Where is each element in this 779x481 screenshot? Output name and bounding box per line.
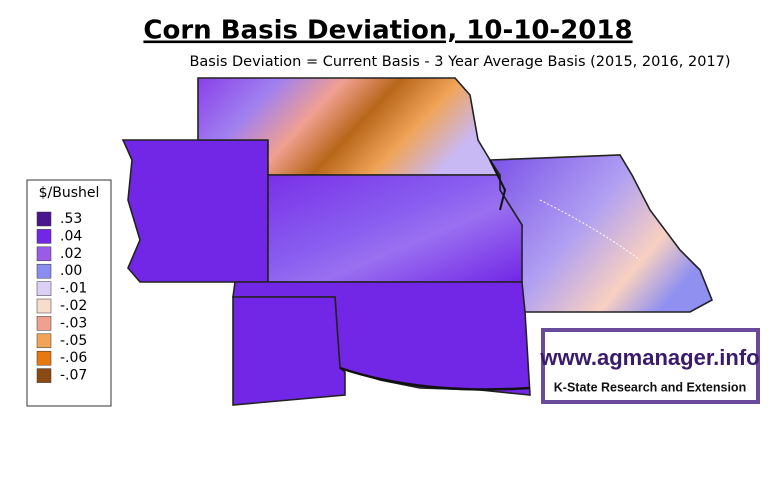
- legend-label: -.05: [60, 333, 87, 349]
- legend-swatch: [36, 281, 52, 296]
- colorado: [121, 139, 269, 283]
- legend-label: .02: [60, 246, 82, 262]
- legend-swatch: [36, 263, 52, 279]
- logo: www.agmanager.info K-State Research and …: [539, 328, 760, 404]
- river: [539, 199, 641, 261]
- legend-label: .53: [60, 211, 82, 227]
- legend-swatch: [36, 350, 52, 366]
- legend-swatch: [36, 211, 52, 227]
- river: [339, 366, 531, 391]
- title: Corn Basis Deviation, 10-10-2018: [143, 16, 632, 46]
- legend-label: .04: [60, 228, 82, 244]
- subtitle: Basis Deviation = Current Basis - 3 Year…: [189, 54, 730, 70]
- legend-swatch: [36, 368, 52, 383]
- logo-box: [541, 328, 760, 404]
- legend-swatch: [36, 298, 52, 314]
- legend-title: $/Bushel: [39, 185, 100, 201]
- legend-label: -.01: [60, 281, 87, 297]
- logo-url: www.agmanager.info: [539, 345, 759, 370]
- legend-swatch: [36, 316, 52, 331]
- legend-label: -.07: [60, 368, 87, 384]
- legend-swatch: [36, 246, 52, 262]
- legend-label: -.02: [60, 298, 87, 314]
- legend: $/Bushel .53.04.02.00-.01-.02-.03-.05-.0…: [26, 179, 112, 407]
- legend-swatch: [36, 229, 52, 244]
- legend-label: -.03: [60, 315, 87, 331]
- river: [489, 159, 507, 211]
- legend-swatch: [36, 333, 52, 349]
- kansas: [267, 174, 523, 283]
- legend-label: .00: [60, 263, 82, 279]
- map: [121, 77, 714, 406]
- texas-panhandle: [232, 296, 346, 406]
- logo-org: K-State Research and Extension: [554, 380, 746, 394]
- legend-label: -.06: [60, 350, 87, 366]
